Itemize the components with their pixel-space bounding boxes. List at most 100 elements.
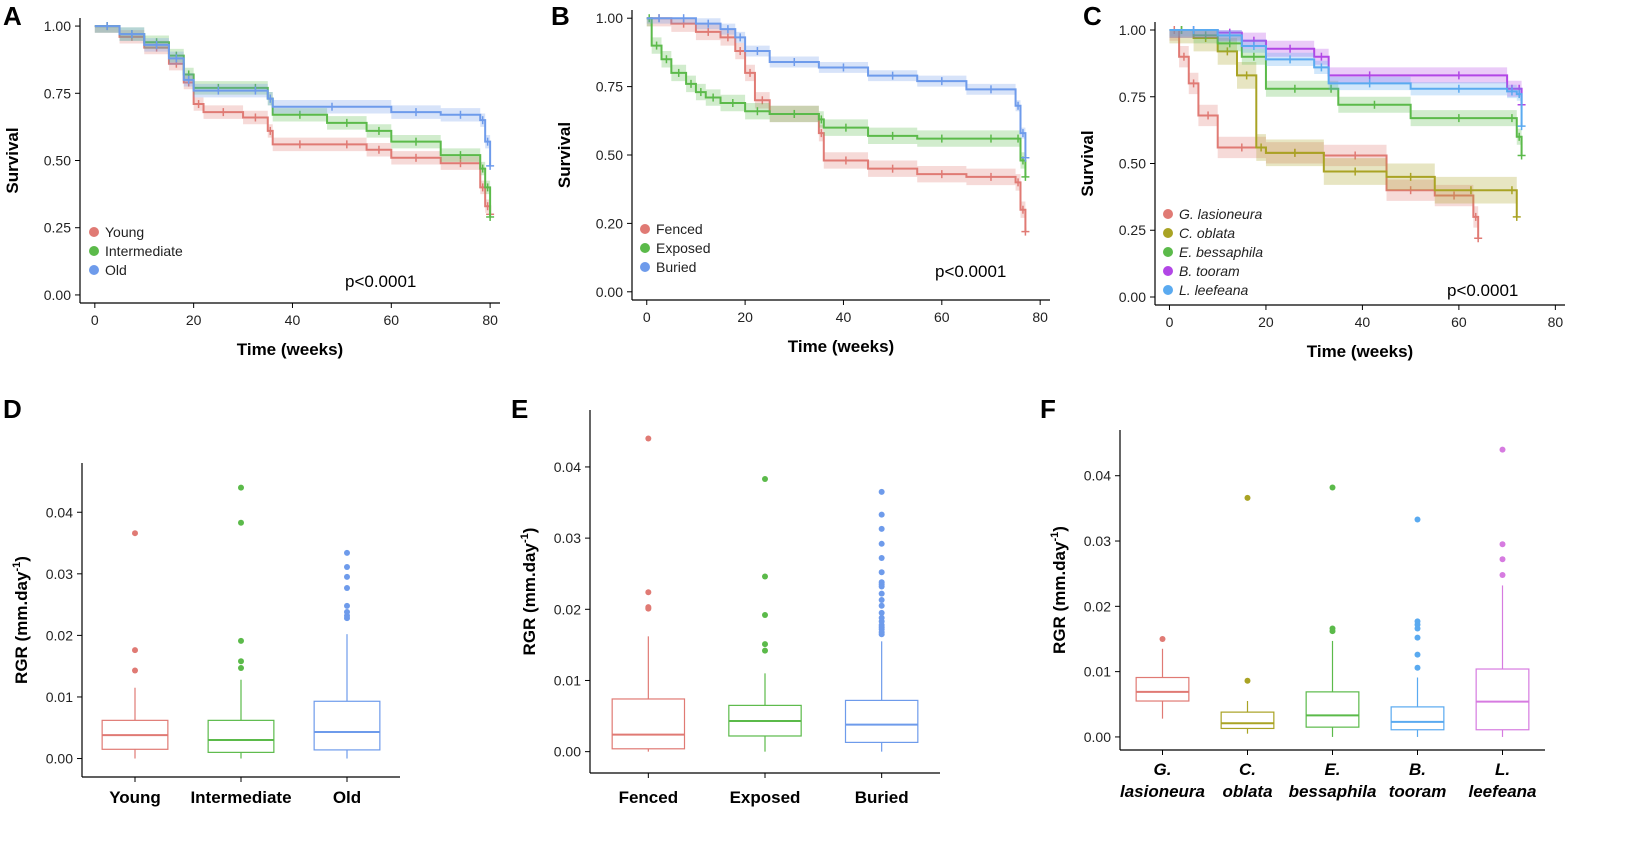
x-tick-label: 80 bbox=[482, 312, 498, 328]
legend: G. lasioneura C. oblata E. bessaphila B. to… bbox=[1163, 206, 1263, 298]
category-label: Young bbox=[109, 788, 161, 807]
legend-swatch bbox=[640, 224, 650, 234]
outlier-point bbox=[344, 584, 350, 591]
x-tick-label: 60 bbox=[384, 312, 400, 328]
outlier-point bbox=[645, 435, 652, 442]
y-axis-title: Survival bbox=[555, 122, 574, 188]
outlier-point bbox=[878, 579, 885, 586]
box-exposed bbox=[728, 476, 802, 752]
legend-label: E. bessaphila bbox=[1179, 244, 1263, 260]
outlier-point bbox=[1329, 484, 1336, 491]
y-tick-label: 0.75 bbox=[596, 79, 623, 95]
category-label: Exposed bbox=[730, 788, 801, 807]
rgr-boxplot-treatment: 0.00 0.01 0.02 0.03 0.04 Fenced Exposed Buried R… bbox=[519, 410, 940, 807]
x-tick-label: 0 bbox=[91, 312, 99, 328]
y-tick-label: 0.25 bbox=[44, 220, 71, 236]
y-tick-label: 0.04 bbox=[554, 459, 581, 475]
y-tick-label: 0.00 bbox=[554, 744, 581, 760]
iqr-box bbox=[1390, 706, 1445, 731]
axes: 0.00 0.01 0.02 0.03 0.04 bbox=[1084, 430, 1545, 751]
outlier-point bbox=[132, 647, 138, 654]
category-label: C. bbox=[1239, 760, 1256, 779]
category-label: E. bbox=[1324, 760, 1340, 779]
confidence-band bbox=[1169, 30, 1522, 113]
axes: 0.00 0.25 0.50 0.75 1.00 0 20 40 60 80 bbox=[1119, 22, 1565, 330]
legend-label: Intermediate bbox=[105, 243, 183, 259]
legend: Young Intermediate Old bbox=[89, 224, 183, 278]
outlier-point bbox=[878, 590, 885, 597]
confidence-band bbox=[94, 26, 491, 221]
outlier-point bbox=[238, 665, 244, 672]
series-l-leefeana bbox=[1169, 26, 1526, 133]
outlier-point bbox=[762, 611, 768, 618]
x-axis-title: Time (weeks) bbox=[1307, 342, 1413, 361]
category-label: oblata bbox=[1222, 782, 1272, 801]
iqr-box bbox=[1475, 668, 1530, 731]
axes: 0.00 0.25 0.50 0.75 1.00 0 20 40 60 80 bbox=[44, 18, 500, 328]
legend-label: Buried bbox=[656, 259, 696, 275]
y-axis-title: RGR (mm.day-1) bbox=[519, 528, 539, 656]
legend-label: Young bbox=[105, 224, 144, 240]
x-tick-label: 80 bbox=[1032, 309, 1048, 325]
y-tick-label: 0.02 bbox=[1084, 598, 1111, 614]
legend-swatch bbox=[1163, 209, 1173, 219]
category-label: G. bbox=[1154, 760, 1172, 779]
p-value-annotation: p<0.0001 bbox=[345, 272, 416, 291]
x-axis-title: Time (weeks) bbox=[237, 340, 343, 359]
series-old bbox=[94, 22, 495, 173]
confidence-band bbox=[1169, 30, 1522, 164]
outlier-point bbox=[762, 573, 768, 580]
y-tick-label: 0.02 bbox=[554, 601, 581, 617]
series-buried bbox=[646, 14, 1030, 164]
confidence-band bbox=[94, 26, 491, 173]
outlier-point bbox=[1159, 635, 1166, 642]
y-tick-label: 0.00 bbox=[596, 284, 623, 300]
x-tick-label: 40 bbox=[836, 309, 852, 325]
outlier-point bbox=[878, 525, 885, 532]
panel-letter: D bbox=[3, 394, 22, 424]
outlier-point bbox=[344, 608, 350, 615]
outlier-point bbox=[1244, 494, 1251, 501]
iqr-box bbox=[611, 698, 686, 750]
outlier-point bbox=[762, 476, 768, 483]
legend-swatch bbox=[1163, 285, 1173, 295]
y-tick-label: 0.00 bbox=[1084, 729, 1111, 745]
outlier-point bbox=[1499, 571, 1506, 578]
iqr-box bbox=[313, 700, 381, 751]
x-tick-label: 40 bbox=[1355, 314, 1371, 330]
survival-curve bbox=[646, 17, 1027, 177]
y-tick-label: 1.00 bbox=[44, 18, 71, 34]
category-label: Intermediate bbox=[190, 788, 291, 807]
confidence-band bbox=[1169, 30, 1479, 249]
y-tick-label: 0.03 bbox=[46, 566, 73, 582]
legend-swatch bbox=[89, 246, 99, 256]
y-tick-label: 0.00 bbox=[1119, 289, 1146, 305]
x-tick-label: 0 bbox=[643, 309, 651, 325]
category-label: B. bbox=[1409, 760, 1426, 779]
y-tick-label: 0.00 bbox=[44, 287, 71, 303]
legend-swatch bbox=[640, 243, 650, 253]
y-tick-label: 0.50 bbox=[1119, 156, 1146, 172]
category-label: lasioneura bbox=[1120, 782, 1205, 801]
outlier-point bbox=[238, 658, 244, 665]
panel-letter: F bbox=[1040, 394, 1056, 424]
outlier-point bbox=[878, 488, 885, 495]
x-tick-label: 20 bbox=[186, 312, 202, 328]
iqr-box bbox=[207, 719, 275, 753]
category-label: Buried bbox=[855, 788, 909, 807]
x-tick-label: 0 bbox=[1166, 314, 1174, 330]
outlier-point bbox=[238, 637, 244, 644]
legend-swatch bbox=[89, 265, 99, 275]
outlier-point bbox=[1414, 618, 1421, 625]
outlier-point bbox=[1499, 446, 1506, 453]
category-label: leefeana bbox=[1468, 782, 1536, 801]
legend-label: Old bbox=[105, 262, 127, 278]
outlier-point bbox=[762, 647, 768, 654]
legend: Fenced Exposed Buried bbox=[640, 221, 710, 275]
y-tick-label: 0.25 bbox=[1119, 222, 1146, 238]
y-tick-label: 0.00 bbox=[46, 751, 73, 767]
y-tick-label: 0.04 bbox=[1084, 468, 1111, 484]
x-tick-label: 40 bbox=[285, 312, 301, 328]
outlier-point bbox=[762, 641, 768, 648]
y-tick-label: 0.03 bbox=[1084, 533, 1111, 549]
